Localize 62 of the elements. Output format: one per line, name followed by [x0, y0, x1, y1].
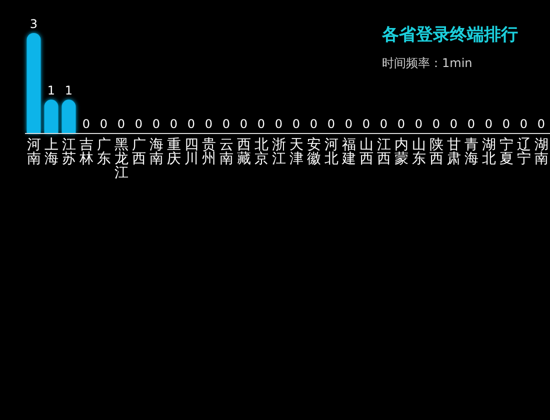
x-tick-label: 江西 [376, 137, 391, 167]
data-label: 0 [82, 117, 90, 131]
x-tick-label: 辽宁 [516, 137, 531, 167]
data-label: 0 [310, 117, 318, 131]
x-tick-label: 天津 [289, 137, 304, 167]
data-label: 0 [450, 117, 458, 131]
x-tick-label: 浙江 [272, 137, 286, 167]
data-label: 0 [467, 117, 476, 131]
data-label: 0 [292, 117, 300, 131]
x-tick-label: 西藏 [236, 137, 251, 167]
x-tick-label: 吉林 [78, 137, 94, 167]
data-label: 0 [117, 117, 126, 131]
data-label: 0 [170, 117, 178, 131]
x-tick-label: 甘肃 [446, 137, 461, 167]
x-tick-label: 江苏 [62, 137, 76, 167]
x-tick-label: 宁夏 [499, 137, 514, 167]
data-label: 0 [502, 117, 510, 131]
data-label: 0 [240, 117, 248, 131]
x-tick-label: 海南 [149, 137, 164, 167]
chart-subtitle: 时间频率：1min [382, 56, 472, 70]
x-tick-label: 福建 [340, 137, 356, 167]
x-tick-label: 山东 [412, 137, 426, 167]
data-label: 1 [64, 84, 73, 98]
x-tick-label: 河南 [26, 137, 41, 167]
x-tick-label: 上海 [44, 137, 58, 167]
data-label: 0 [344, 117, 353, 131]
x-tick-label: 黑龙江 [114, 137, 128, 181]
x-tick-label: 云南 [219, 137, 234, 167]
x-tick-label: 安徽 [306, 137, 321, 167]
chart-title: 各省登录终端排行 [382, 25, 518, 45]
data-label: 0 [520, 117, 528, 131]
data-label: 0 [484, 117, 493, 131]
x-tick-label: 重庆 [166, 137, 181, 167]
data-label: 0 [204, 117, 213, 131]
data-label: 0 [257, 117, 266, 131]
x-tick-label: 山西 [359, 137, 374, 167]
data-label: 0 [134, 117, 143, 131]
data-label: 0 [274, 117, 283, 131]
x-tick-label: 四川 [184, 137, 198, 167]
x-tick-label: 广东 [96, 137, 111, 167]
x-tick-label: 北京 [254, 137, 268, 167]
x-tick-label: 青海 [464, 137, 478, 167]
data-label: 0 [327, 117, 336, 131]
x-tick-label: 湖北 [482, 137, 496, 167]
data-label: 0 [397, 117, 406, 131]
data-label: 0 [187, 117, 196, 131]
x-tick-label: 湖南 [534, 137, 548, 167]
data-label: 0 [432, 117, 440, 131]
data-label: 0 [537, 117, 546, 131]
data-label: 0 [362, 117, 370, 131]
x-tick-label: 广西 [132, 137, 146, 167]
x-tick-label: 贵州 [202, 137, 216, 167]
data-label: 0 [152, 117, 160, 131]
data-label: 0 [222, 117, 230, 131]
data-label: 3 [30, 17, 38, 31]
data-label: 0 [380, 117, 388, 131]
x-tick-label: 陕西 [429, 137, 444, 167]
x-tick-label: 河北 [324, 137, 338, 167]
x-tick-label: 内蒙 [394, 137, 408, 167]
data-label: 1 [47, 84, 56, 98]
data-label: 0 [100, 117, 108, 131]
data-label: 0 [414, 117, 423, 131]
